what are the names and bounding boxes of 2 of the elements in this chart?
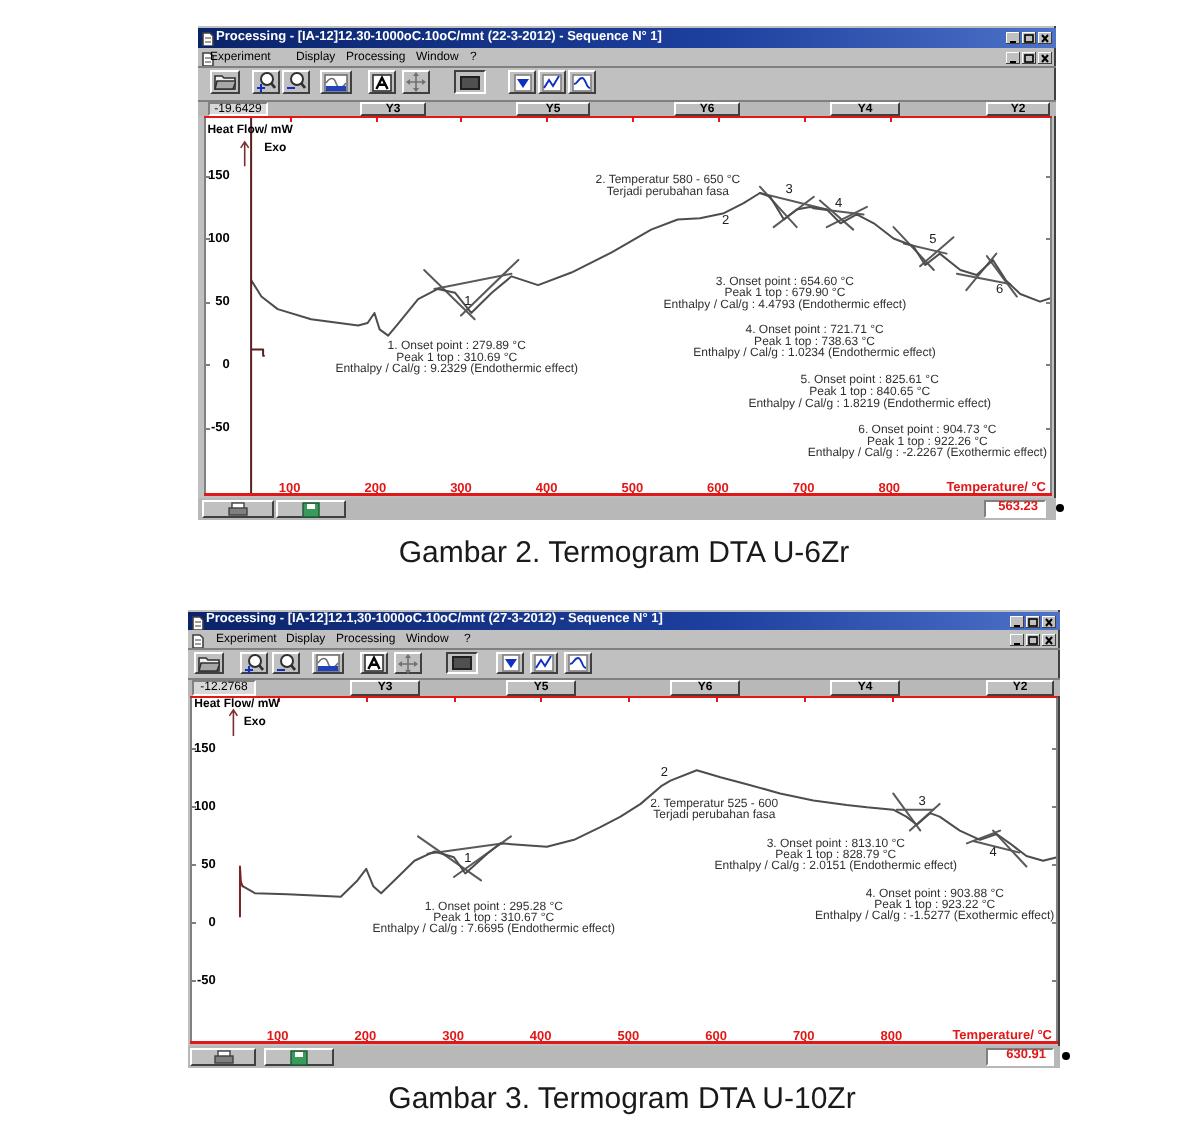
- text: Gambar 3. Termogram DTA U-10Zr: [388, 1081, 856, 1115]
- text: Gambar 2. Termogram DTA U-6Zr: [398, 535, 850, 569]
